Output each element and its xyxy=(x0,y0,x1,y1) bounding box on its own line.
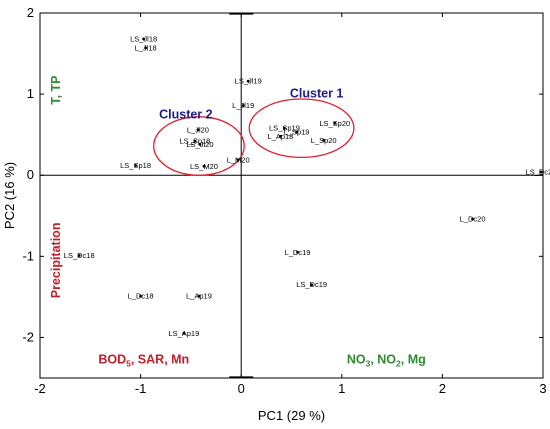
x-tick-label: 0 xyxy=(238,381,245,396)
point-label: LS_Sp18 xyxy=(179,137,210,146)
point-label: LS_Jl18 xyxy=(130,34,157,43)
variable-label: BOD5, SAR, Mn xyxy=(98,352,189,368)
cluster-ellipses: Cluster 1 Cluster 2 xyxy=(153,86,355,176)
point-label: L_Ap18 xyxy=(268,132,294,141)
data-point xyxy=(539,170,543,174)
cluster-ellipse xyxy=(153,116,245,176)
data-point xyxy=(198,143,202,146)
data-point xyxy=(182,331,186,335)
plot-border xyxy=(39,12,544,379)
data-point xyxy=(193,139,197,143)
cluster-label: Cluster 1 xyxy=(290,86,344,100)
y-tick-label: 0 xyxy=(27,167,34,182)
variable-label: Precipitation xyxy=(49,223,63,299)
point-label: L_Sp20 xyxy=(311,136,337,145)
point-label: LS_Jl20 xyxy=(186,140,213,149)
data-point xyxy=(197,294,201,298)
point-label: LS_Sp20 xyxy=(319,119,350,128)
variable-label: T, TP xyxy=(49,75,63,104)
point-label: LS_Jl19 xyxy=(235,77,262,86)
y-axis-title: PC2 (16 %) xyxy=(2,162,17,229)
x-tick-label: -2 xyxy=(34,381,46,396)
point-label: L_Dc18 xyxy=(128,292,154,301)
variable-label: NO3, NO2, Mg xyxy=(347,352,426,368)
cluster-ellipse xyxy=(248,98,355,159)
x-tick-label: 3 xyxy=(539,381,546,396)
point-label: L_Ap19 xyxy=(186,292,212,301)
data-point xyxy=(77,254,81,257)
data-point xyxy=(139,294,143,298)
point-label: LS_Dc18 xyxy=(64,251,95,260)
point-label: L_Dc20 xyxy=(460,215,486,224)
point-label: L_Dc19 xyxy=(285,248,311,257)
point-label: L_Sp19 xyxy=(284,128,310,137)
data-point xyxy=(322,138,326,142)
y-tick-label: 2 xyxy=(27,5,34,20)
data-point xyxy=(471,217,474,221)
x-axis-title: PC1 (29 %) xyxy=(258,408,325,423)
data-point xyxy=(202,164,206,168)
plot-frame xyxy=(39,12,544,379)
axes xyxy=(40,13,543,378)
point-label: L_Jl19 xyxy=(232,101,254,110)
data-point xyxy=(283,126,286,130)
cluster-label: Cluster 2 xyxy=(159,107,213,121)
data-point xyxy=(296,250,299,254)
data-point xyxy=(144,46,148,50)
point-label: LS_Ap19 xyxy=(168,329,199,338)
annotations: T, TP Precipitation BOD5, SAR, Mn NO3, NO2,… xyxy=(49,75,426,368)
point-label: L_M20 xyxy=(227,155,250,164)
data-point xyxy=(295,130,298,134)
y-tick-label: -2 xyxy=(22,329,34,344)
data-point xyxy=(333,121,337,125)
ticks: -2 -1 0 1 2 3 -2 -1 0 1 2 xyxy=(22,5,546,396)
y-tick-label: 1 xyxy=(27,86,34,101)
x-tick-label: 1 xyxy=(338,381,345,396)
data-point xyxy=(241,104,245,107)
x-tick-label: 2 xyxy=(439,381,446,396)
point-label: LS_Sp18 xyxy=(120,161,151,170)
data-point xyxy=(196,128,200,132)
data-point xyxy=(236,158,240,162)
data-point xyxy=(310,283,314,287)
point-label: L_Jl18 xyxy=(135,43,157,52)
point-label: LS_M20 xyxy=(190,162,218,171)
data-points: LS_Jl18L_Jl18LS_Jl19L_Jl19L_Jl20LS_Sp18L… xyxy=(64,34,550,337)
x-tick-label: -1 xyxy=(135,381,147,396)
data-point xyxy=(246,79,250,83)
data-point xyxy=(134,164,137,167)
y-tick-label: -1 xyxy=(22,248,34,263)
data-point xyxy=(279,134,282,138)
data-point xyxy=(142,37,146,41)
point-label: L_Jl20 xyxy=(187,125,209,134)
point-label: LS_Dc19 xyxy=(296,280,327,289)
point-label: LS_Sp19 xyxy=(269,124,300,133)
point-label: LS_Dc20 xyxy=(526,167,550,176)
